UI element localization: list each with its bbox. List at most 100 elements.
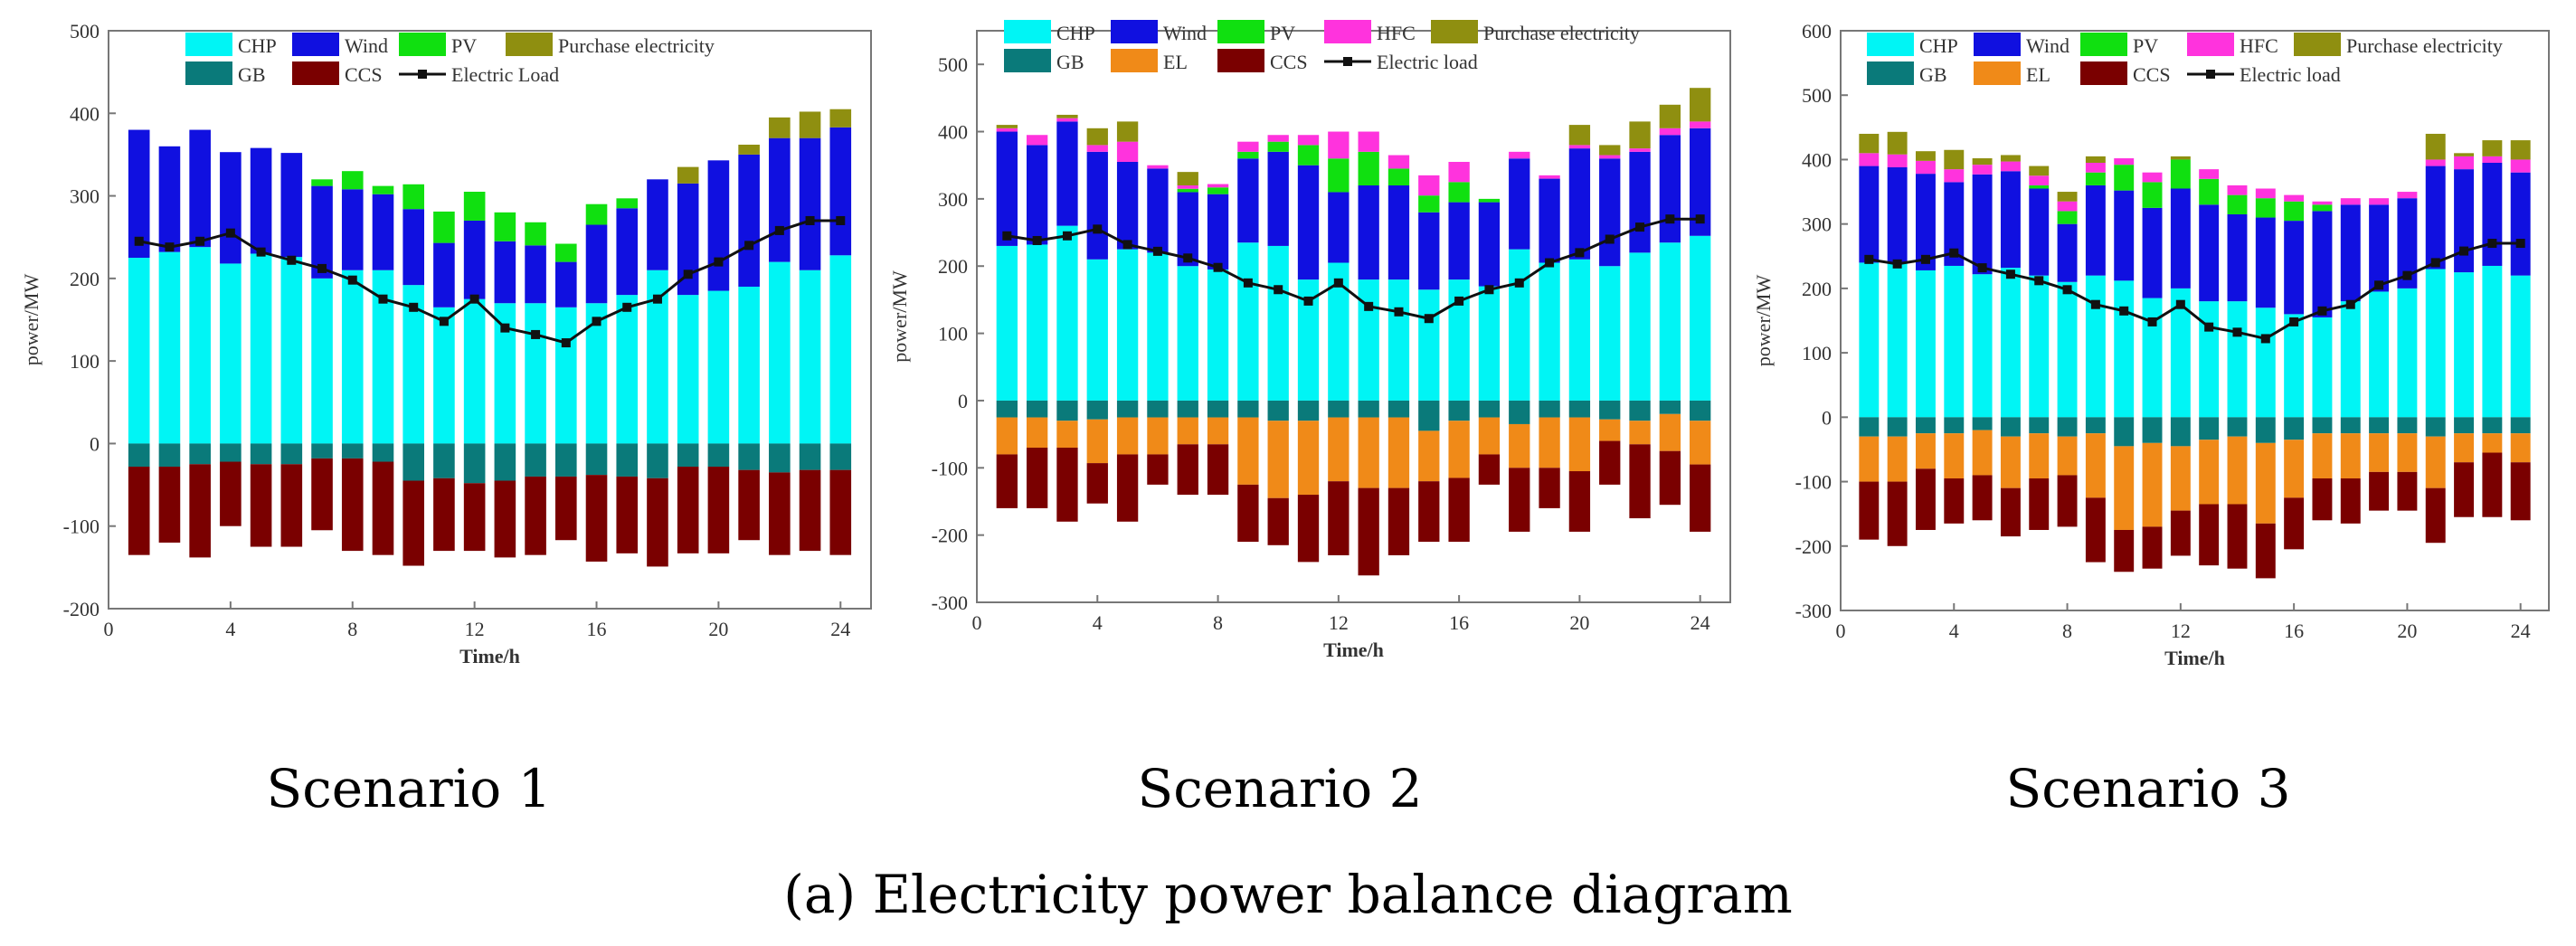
bar-chp: [647, 270, 668, 444]
bar-el: [1086, 419, 1108, 464]
bar-chp: [311, 278, 333, 444]
bar-el: [2199, 440, 2220, 505]
bar-wind: [1509, 158, 1530, 250]
bar-el: [2397, 433, 2418, 472]
y-tick-label: 300: [1802, 213, 1832, 236]
bar-wind: [1944, 182, 1965, 266]
legend-swatch-wind: [292, 33, 339, 56]
bar-gb: [1690, 400, 1711, 421]
bar-pv: [1448, 182, 1470, 203]
bar-chp: [2085, 275, 2106, 418]
bar-pv: [2114, 165, 2135, 191]
bar-el: [1056, 421, 1078, 448]
bar-gb: [2114, 417, 2135, 447]
bar-chp: [2482, 265, 2503, 418]
bar-hfc: [1690, 121, 1711, 128]
bar-el: [2482, 433, 2503, 453]
y-axis-label: power/MW: [20, 274, 43, 366]
bar-gb: [311, 443, 333, 459]
bar-ccs: [585, 475, 608, 562]
x-tick-label: 8: [347, 618, 357, 640]
bar-chp: [585, 303, 608, 444]
bar-gb: [1887, 417, 1908, 437]
legend-swatch-wind: [1111, 20, 1158, 43]
bar-pv: [433, 211, 455, 243]
bar-pv: [2199, 178, 2220, 205]
bar-pv: [2057, 211, 2078, 224]
bar-wind: [2114, 190, 2135, 281]
bar-hfc: [1418, 175, 1440, 196]
bar-chp: [525, 303, 546, 444]
bar-ccs: [2114, 529, 2135, 572]
legend-swatch-chp: [1004, 20, 1051, 43]
electric-load-marker: [744, 241, 754, 251]
bar-wind: [1297, 165, 1320, 280]
chart-panel-1: -200 -100 0 100 200 300 400 500 0 4 8 12 16 20 24 Time/…: [20, 20, 872, 667]
electric-load-marker: [2430, 258, 2440, 268]
bar-ccs: [1418, 481, 1440, 543]
bar-chp: [341, 270, 364, 444]
bar-chp: [1859, 262, 1880, 418]
legend-swatch-chp: [1867, 33, 1914, 56]
bar-wind: [158, 146, 181, 252]
bar-ccs: [2369, 471, 2390, 511]
electric-load-marker: [1575, 248, 1585, 258]
legend-swatch-pv: [1217, 20, 1264, 43]
bar-pv: [1177, 188, 1198, 193]
legend-label: HFC: [2240, 34, 2278, 57]
bar-gb: [1026, 400, 1048, 418]
bar-purchase-electricity: [1116, 121, 1139, 142]
electric-load-marker: [1454, 296, 1464, 306]
bar-wind: [2510, 172, 2531, 276]
x-tick-label: 24: [1690, 611, 1710, 634]
bar-ccs: [1539, 468, 1560, 508]
bar-ccs: [128, 466, 150, 555]
bar-gb: [1859, 417, 1880, 437]
bar-hfc: [1026, 135, 1048, 146]
bar-el: [2369, 433, 2390, 472]
bar-wind: [585, 224, 608, 304]
bar-gb: [2029, 417, 2050, 434]
y-tick-label: 0: [1822, 406, 1832, 429]
bar-wind: [525, 245, 546, 304]
bar-purchase-electricity: [829, 109, 852, 128]
bar-ccs: [158, 466, 181, 543]
bar-gb: [1207, 400, 1229, 418]
bar-wind: [494, 241, 516, 304]
scenario-2-title: Scenario 2: [1137, 758, 1423, 819]
legend-label: PV: [2133, 34, 2158, 57]
bar-wind: [1418, 212, 1440, 290]
bar-ccs: [1387, 487, 1410, 555]
electric-load-marker: [1303, 296, 1313, 306]
bar-chp: [1056, 225, 1078, 401]
bar-ccs: [1972, 475, 1993, 521]
bar-gb: [525, 443, 546, 477]
x-axis-label: Time/h: [1323, 639, 1384, 661]
bar-chp: [1887, 262, 1908, 418]
electric-load-marker: [714, 257, 724, 267]
bar-wind: [220, 152, 242, 264]
y-tick-label: 400: [70, 102, 99, 125]
bar-chp: [799, 270, 821, 444]
legend-swatch-ccs: [2080, 61, 2127, 85]
bar-hfc: [2142, 172, 2163, 183]
bar-ccs: [494, 480, 516, 558]
y-tick-label: 100: [938, 323, 968, 345]
x-tick-label: 4: [225, 618, 235, 640]
bar-hfc: [1297, 135, 1320, 146]
bar-gb: [829, 443, 852, 470]
bar-hfc: [1859, 153, 1880, 166]
bar-chp: [1690, 235, 1711, 401]
bar-wind: [769, 137, 791, 262]
bar-chp: [2284, 314, 2305, 418]
bar-pv: [402, 184, 425, 210]
electric-load-marker: [592, 317, 601, 326]
bar-ccs: [1358, 487, 1379, 576]
electric-load-marker: [622, 302, 632, 312]
bar-ccs: [2227, 504, 2248, 569]
bar-wind: [2425, 166, 2446, 270]
electric-load-marker: [1152, 246, 1162, 256]
bar-ccs: [1147, 454, 1169, 485]
bar-hfc: [1177, 185, 1198, 189]
